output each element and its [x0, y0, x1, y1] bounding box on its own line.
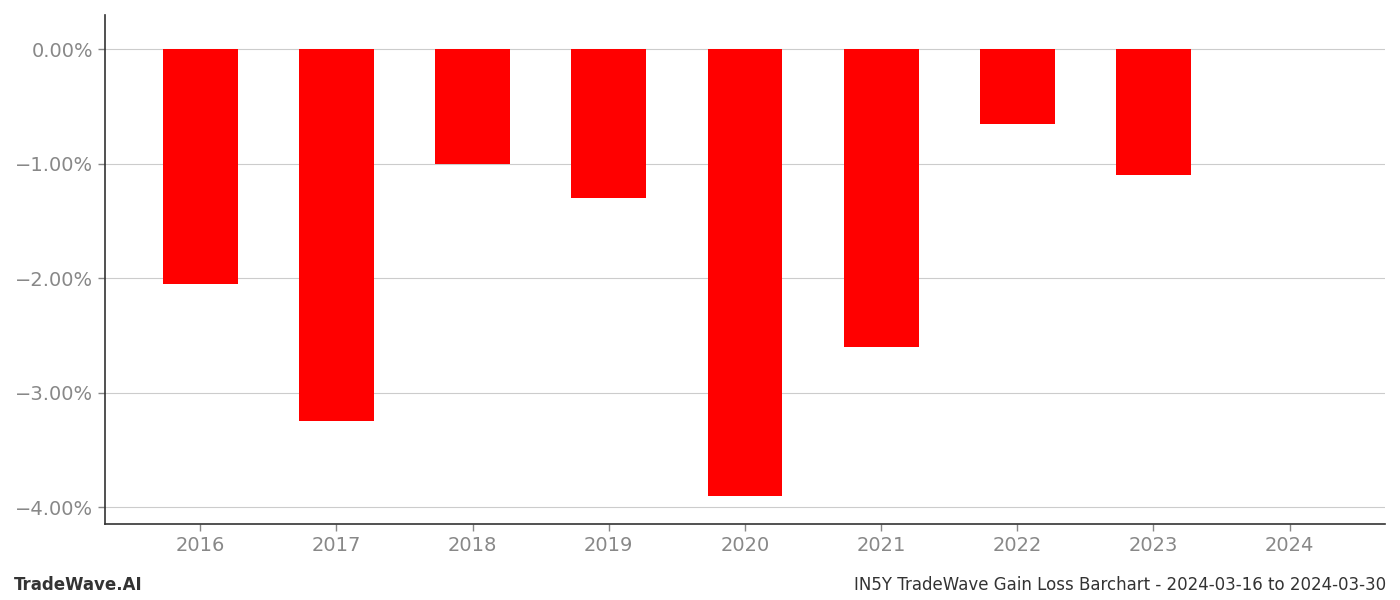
Bar — [162, 49, 238, 284]
Bar — [300, 49, 374, 421]
Bar — [980, 49, 1054, 124]
Text: TradeWave.AI: TradeWave.AI — [14, 576, 143, 594]
Bar — [707, 49, 783, 496]
Bar — [844, 49, 918, 347]
Bar — [571, 49, 647, 198]
Text: IN5Y TradeWave Gain Loss Barchart - 2024-03-16 to 2024-03-30: IN5Y TradeWave Gain Loss Barchart - 2024… — [854, 576, 1386, 594]
Bar — [1116, 49, 1191, 175]
Bar — [435, 49, 510, 164]
